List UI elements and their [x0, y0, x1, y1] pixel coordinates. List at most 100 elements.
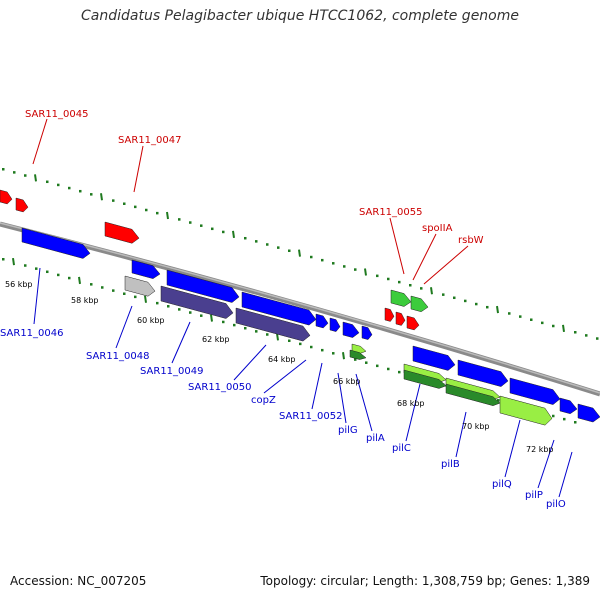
- gene-arrow-blue: [457, 359, 509, 387]
- gene-label-bottom: pilQ: [492, 479, 512, 490]
- major-tick: [276, 333, 279, 341]
- gene-label-bottom: pilB: [441, 459, 460, 470]
- leader-line: [537, 439, 555, 489]
- gene-arrow-red: [384, 307, 395, 322]
- kbp-label: 70 kbp: [462, 422, 490, 431]
- leader-line: [504, 419, 521, 478]
- gene-arrow-blue: [315, 313, 329, 329]
- gene-arrow-red: [395, 311, 406, 326]
- kbp-label: 62 kbp: [202, 335, 230, 344]
- genome-stats-text: Topology: circular; Length: 1,308,759 bp…: [260, 574, 590, 588]
- minor-tick: [266, 243, 269, 246]
- gene-box-light-green: [499, 395, 553, 426]
- minor-tick: [508, 312, 511, 315]
- minor-tick: [288, 249, 291, 253]
- genome-title: Candidatus Pelagibacter ubique HTCC1062,…: [80, 8, 519, 24]
- gene-arrow-blue: [21, 227, 91, 259]
- major-tick: [210, 314, 213, 322]
- gene-label-bottom: pilG: [338, 425, 358, 436]
- gene-arrow-red: [15, 197, 29, 213]
- minor-tick: [332, 262, 335, 265]
- major-tick: [12, 257, 15, 266]
- gene-label-top: rsbW: [458, 235, 484, 246]
- minor-tick: [398, 370, 401, 374]
- minor-tick: [288, 339, 291, 343]
- gene-label-bottom: SAR11_0052: [279, 411, 343, 422]
- minor-tick: [101, 286, 104, 289]
- gene-arrow-blue: [361, 325, 373, 340]
- minor-tick: [376, 364, 379, 368]
- gene-label-bottom: pilC: [392, 443, 411, 454]
- minor-tick: [35, 267, 38, 270]
- minor-tick: [178, 308, 181, 311]
- label-leader-lines: [32, 118, 573, 498]
- minor-tick: [398, 280, 401, 284]
- minor-tick: [233, 323, 236, 327]
- minor-tick: [310, 255, 313, 259]
- leader-line: [33, 267, 41, 325]
- minor-tick: [200, 314, 203, 317]
- gene-box-dark-green: [445, 383, 501, 406]
- leader-line: [405, 383, 421, 442]
- gene-arrow-blue: [577, 403, 600, 423]
- gene-box-green: [390, 289, 412, 307]
- minor-tick: [2, 168, 5, 171]
- leader-line: [263, 359, 307, 394]
- minor-tick: [46, 180, 49, 184]
- gene-box-purple: [235, 307, 311, 342]
- kbp-scale-labels: 56 kbp 58 kbp 60 kbp 62 kbp 64 kbp 66 kbp 68 k…: [5, 280, 554, 454]
- minor-tick: [167, 305, 170, 308]
- leader-line: [133, 145, 144, 193]
- minor-tick: [222, 320, 225, 324]
- gene-label-bottom: SAR11_0049: [140, 366, 204, 377]
- minor-tick: [530, 318, 533, 321]
- major-tick: [364, 268, 367, 276]
- leader-line: [337, 372, 347, 424]
- kbp-label: 56 kbp: [5, 280, 33, 289]
- major-tick: [232, 230, 235, 238]
- minor-tick: [2, 258, 5, 261]
- leader-line: [423, 245, 469, 285]
- gene-arrow-red: [406, 315, 420, 331]
- minor-tick: [222, 230, 225, 234]
- gene-box-light-green: [351, 343, 367, 354]
- gene-arrow-blue: [329, 317, 341, 332]
- genome-backbone-highlight: [0, 222, 600, 394]
- gene-label-bottom: copZ: [251, 395, 276, 406]
- minor-tick: [277, 246, 280, 249]
- gene-label-bottom: pilP: [525, 490, 543, 501]
- gene-arrow-blue: [342, 321, 360, 338]
- gene-label-top: SAR11_0045: [25, 109, 89, 120]
- gene-label-bottom: pilA: [366, 433, 385, 444]
- minor-tick: [552, 324, 555, 328]
- kbp-label: 64 kbp: [268, 355, 296, 364]
- minor-tick: [420, 287, 423, 290]
- leader-line: [115, 305, 133, 349]
- gene-box-purple: [160, 285, 234, 319]
- minor-tick: [24, 174, 27, 177]
- major-tick: [166, 211, 169, 220]
- kbp-label: 60 kbp: [137, 316, 165, 325]
- gene-arrow-red: [104, 221, 140, 244]
- major-tick: [144, 295, 147, 303]
- minor-tick: [57, 183, 60, 187]
- minor-tick: [321, 348, 324, 352]
- gene-label-bottom: pilO: [546, 499, 566, 510]
- minor-tick: [24, 264, 27, 267]
- minor-tick: [376, 274, 379, 278]
- gene-arrow-blue: [166, 269, 240, 303]
- gene-label-top: SAR11_0047: [118, 135, 182, 146]
- minor-tick: [596, 337, 599, 340]
- minor-tick: [156, 211, 159, 215]
- minor-tick: [68, 276, 71, 280]
- kbp-label: 66 kbp: [333, 377, 361, 386]
- gene-box-grey: [124, 275, 156, 297]
- minor-tick: [123, 292, 126, 295]
- major-tick: [496, 305, 499, 314]
- minor-tick: [189, 311, 192, 314]
- minor-tick: [68, 186, 71, 190]
- kbp-label: 58 kbp: [71, 296, 99, 305]
- minor-tick: [563, 417, 566, 421]
- minor-tick: [266, 333, 269, 336]
